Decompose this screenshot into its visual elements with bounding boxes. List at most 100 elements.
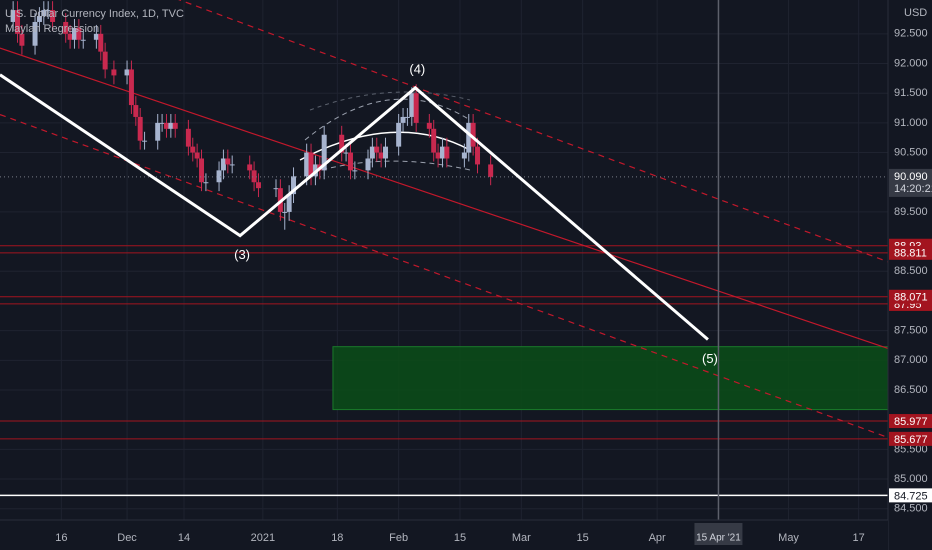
candle-body	[102, 51, 108, 70]
y-tick-label: 87.000	[894, 354, 928, 366]
candle-body	[137, 116, 143, 141]
candle-body	[111, 69, 117, 76]
price-tag-label: 85.677	[894, 434, 928, 446]
candle-body	[142, 140, 148, 142]
candle-body	[426, 122, 432, 129]
candle-body	[15, 10, 21, 34]
regression-arc	[309, 91, 471, 111]
candle-body	[41, 10, 47, 17]
candle-body	[475, 146, 481, 165]
y-tick-label: 86.500	[894, 384, 928, 396]
x-tick-label: 15	[454, 532, 466, 544]
x-tick-label: Apr	[649, 532, 666, 544]
candle-body	[159, 122, 165, 124]
candle-body	[71, 27, 77, 40]
candle-body	[291, 176, 297, 195]
candle-body	[36, 16, 42, 22]
price-tag-label: 88.071	[894, 292, 928, 304]
y-tick-label: 85.500	[894, 443, 928, 455]
countdown: 14:20:21	[894, 183, 932, 195]
wave-label: (4)	[409, 61, 425, 76]
y-tick-label: 92.000	[894, 57, 928, 69]
chart-title: U.S. Dollar Currency Index, 1D, TVC	[5, 8, 184, 20]
x-tick-label: 14	[178, 532, 190, 544]
x-tick-label: May	[778, 532, 799, 544]
candle-body	[163, 122, 169, 129]
candle-body	[216, 170, 222, 183]
candle-body	[93, 33, 99, 40]
crosshair-label: 15 Apr '21	[696, 533, 741, 544]
price-tag	[889, 289, 932, 304]
price-tag	[889, 488, 932, 503]
candle-body	[374, 146, 380, 153]
x-tick-label: Feb	[389, 532, 408, 544]
indicator-name: Maylan Regression	[5, 23, 99, 35]
candle-body	[190, 146, 196, 153]
x-tick-label: Dec	[117, 532, 137, 544]
x-tick-label: 17	[853, 532, 865, 544]
crosshair-tag	[694, 523, 743, 545]
candle-body	[347, 152, 353, 171]
y-tick-label: 89.500	[894, 206, 928, 218]
candle-body	[409, 93, 415, 117]
y-tick-label: 90.500	[894, 146, 928, 158]
y-tick-label: 87.500	[894, 325, 928, 337]
candle-body	[321, 134, 327, 171]
price-tag	[889, 431, 932, 446]
candle-body	[45, 10, 51, 12]
candle-body	[19, 33, 25, 46]
last-price-tag	[889, 168, 932, 197]
x-tick-label: 18	[331, 532, 343, 544]
candle-body	[396, 122, 402, 147]
candle-body	[194, 152, 200, 159]
y-tick-label: 91.000	[894, 117, 928, 129]
candle-body	[439, 146, 445, 159]
candle-body	[247, 164, 253, 171]
candle-body	[273, 188, 279, 190]
candle-body	[378, 152, 384, 159]
candle-body	[128, 69, 134, 106]
candle-body	[98, 33, 104, 52]
candle-body	[225, 158, 231, 165]
candle-body	[304, 152, 310, 177]
candle-body	[352, 170, 358, 172]
candle-body	[444, 146, 450, 159]
x-tick-label: 16	[55, 532, 67, 544]
candle-body	[343, 152, 349, 154]
candle-body	[172, 122, 178, 129]
candle-body	[400, 116, 406, 123]
candle-body	[155, 122, 161, 141]
candle-body	[431, 128, 437, 153]
candle-body	[369, 146, 375, 159]
candle-body	[308, 152, 314, 177]
wave-label: (5)	[702, 351, 718, 366]
x-tick-label: Mar	[512, 532, 531, 544]
y-tick-label: 88.500	[894, 265, 928, 277]
candle-body	[435, 152, 441, 159]
candle-body	[50, 10, 56, 22]
x-tick-label: 15	[577, 532, 589, 544]
candle-body	[488, 164, 494, 177]
target-zone	[332, 346, 889, 411]
y-tick-label: 84.500	[894, 503, 928, 515]
candle-body	[383, 146, 389, 159]
price-tag	[889, 414, 932, 429]
candle-body	[199, 158, 205, 183]
candle-body	[470, 122, 476, 147]
candle-body	[286, 194, 292, 212]
candle-body	[255, 182, 261, 189]
candle-body	[80, 39, 86, 41]
candle-body	[63, 21, 69, 34]
candle-body	[466, 122, 472, 153]
candle-body	[133, 105, 139, 117]
price-tag-label: 85.977	[894, 416, 928, 428]
regression-arc	[304, 98, 471, 141]
candle-body	[203, 182, 209, 184]
candle-body	[339, 134, 345, 153]
candle-body	[413, 93, 419, 123]
candle-body	[124, 69, 130, 76]
regression-mid	[0, 47, 889, 350]
price-tag-label: 88.811	[894, 248, 927, 260]
